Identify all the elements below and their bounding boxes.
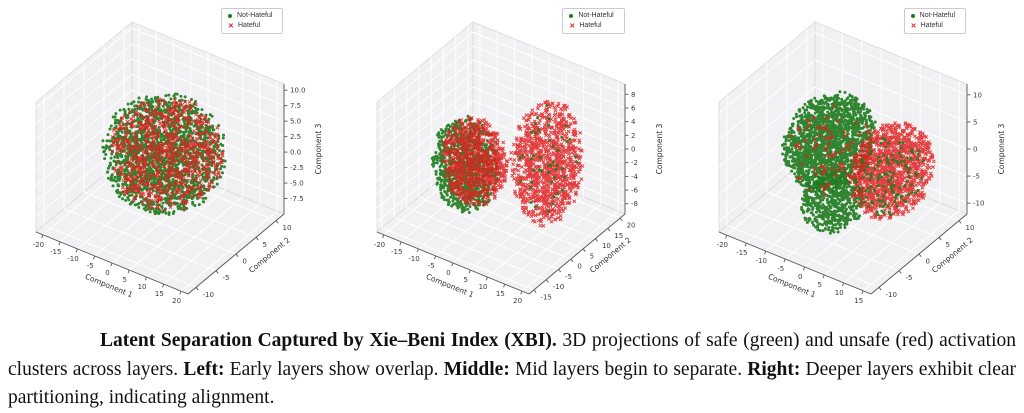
caption-right-label: Right: xyxy=(747,358,801,380)
dot-marker-icon xyxy=(228,14,232,18)
plot-panel-left: Not-Hateful ✕ Hateful xyxy=(0,0,341,310)
x-marker-icon: ✕ xyxy=(569,22,576,30)
plot-panel-middle: Not-Hateful ✕ Hateful xyxy=(341,0,683,310)
caption-text-1: 3D projections of safe (green) and unsaf… xyxy=(8,330,1017,380)
legend: Not-Hateful ✕ Hateful xyxy=(562,8,625,34)
legend-item-not-hateful: Not-Hateful xyxy=(228,12,272,20)
caption-text-4: Deeper layers exhibit clear partitioning… xyxy=(8,358,1017,409)
caption-text-3: Mid layers begin to separate. xyxy=(509,358,748,380)
plot-panel-right: Not-Hateful ✕ Hateful xyxy=(682,0,1024,310)
dot-marker-icon xyxy=(910,14,915,18)
legend-label: Not-Hateful xyxy=(578,12,614,19)
legend: Not-Hateful ✕ Hateful xyxy=(903,8,967,34)
legend-label: Not-Hateful xyxy=(919,12,956,19)
legend-label: Hateful xyxy=(920,22,943,29)
plots-row: Not-Hateful ✕ Hateful Not-Hateful ✕ Hate… xyxy=(0,0,1024,310)
legend-item-hateful: ✕ Hateful xyxy=(569,22,613,30)
figure-caption: Latent Separation Captured by Xie–Beni I… xyxy=(8,327,1016,413)
legend-item-hateful: ✕ Hateful xyxy=(911,22,955,30)
legend-label: Not-Hateful xyxy=(237,12,273,19)
caption-left-label: Left: xyxy=(183,358,225,380)
scatter3d-left-canvas xyxy=(0,0,341,310)
scatter3d-middle-canvas xyxy=(341,0,683,310)
scatter3d-right-canvas xyxy=(682,0,1024,310)
legend-label: Hateful xyxy=(579,22,602,29)
caption-title: Latent Separation Captured by Xie–Beni I… xyxy=(100,330,557,351)
legend-item-not-hateful: Not-Hateful xyxy=(569,12,614,20)
caption-text-2: Early layers show overlap. xyxy=(224,358,444,380)
x-marker-icon: ✕ xyxy=(910,22,917,30)
legend: Not-Hateful ✕ Hateful xyxy=(221,8,284,34)
legend-item-hateful: ✕ Hateful xyxy=(228,22,272,30)
legend-label: Hateful xyxy=(238,22,261,29)
dot-marker-icon xyxy=(569,14,574,18)
legend-item-not-hateful: Not-Hateful xyxy=(910,12,956,20)
x-marker-icon: ✕ xyxy=(228,22,234,30)
caption-middle-label: Middle: xyxy=(443,358,510,380)
